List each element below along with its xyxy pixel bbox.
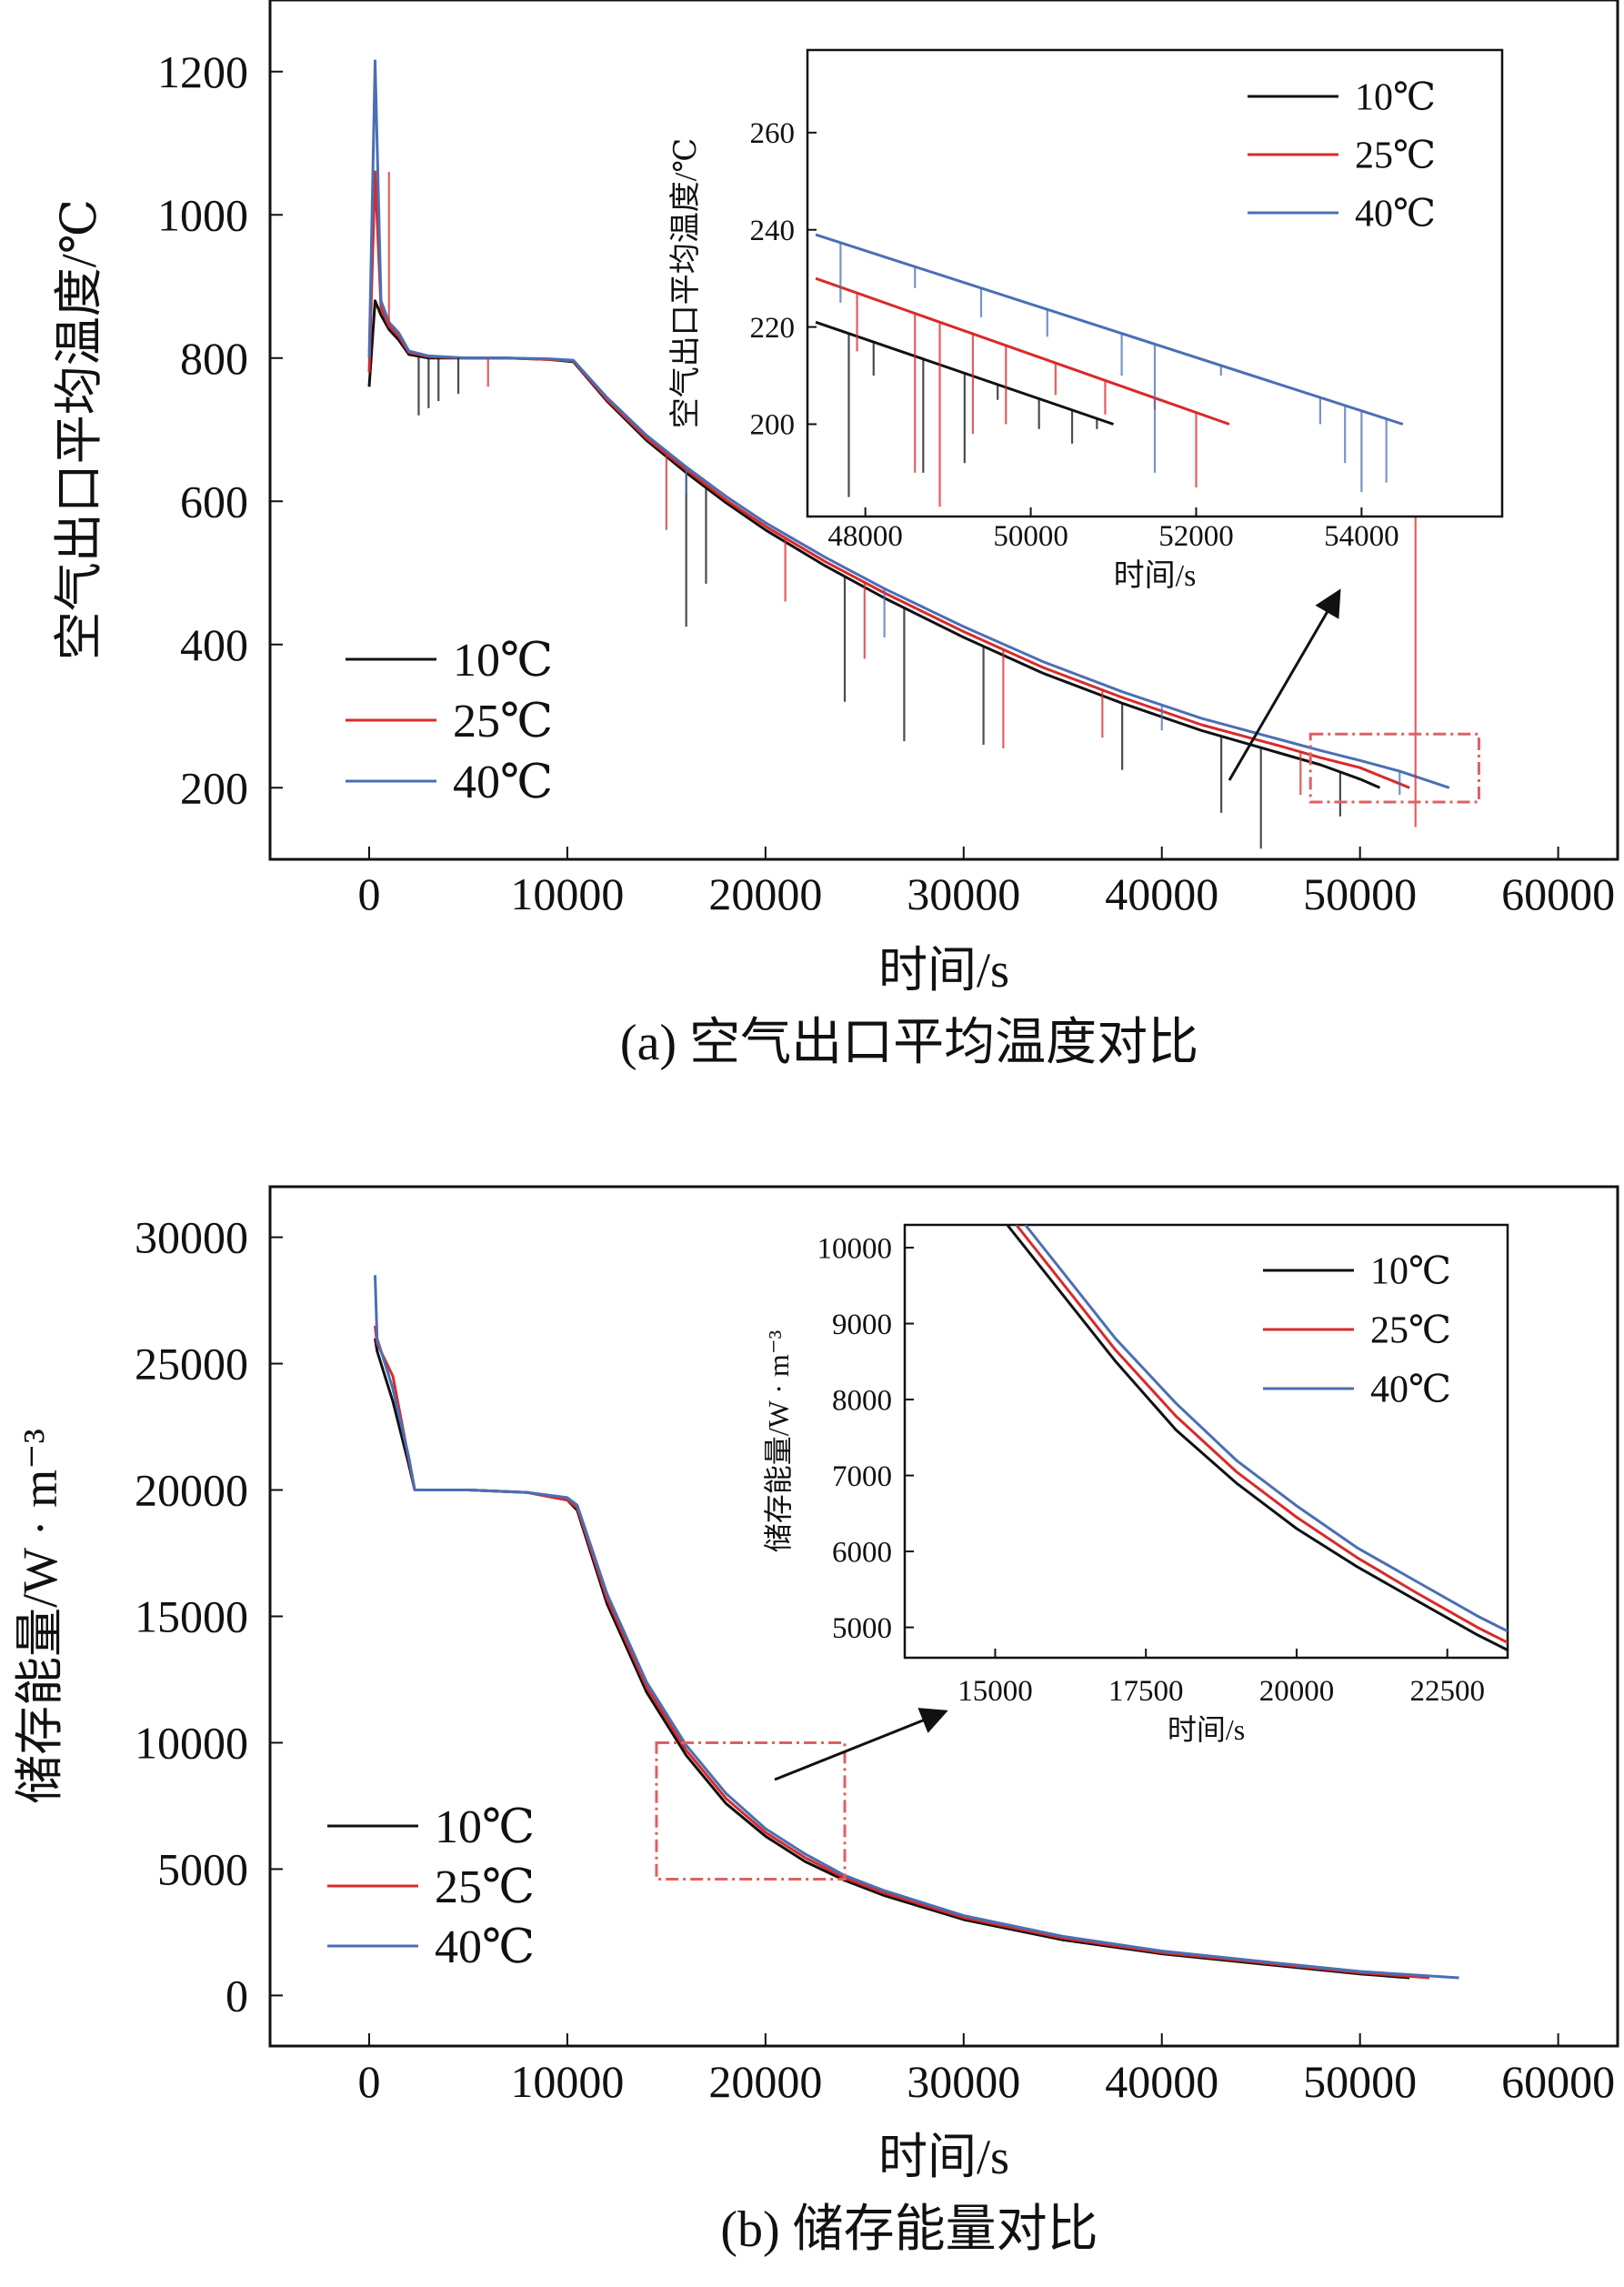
- b-x-tick-label: 30000: [907, 2056, 1020, 2107]
- b-inset-plot-frame: [903, 1223, 1509, 1660]
- b-inset-series-layer: [1006, 1225, 1508, 1651]
- b-x-tick-label: 60000: [1501, 2056, 1615, 2107]
- a-x-axis-title: 时间/s: [878, 943, 1009, 998]
- b-legend-label: 40℃: [435, 1921, 535, 1973]
- a-x-tick-label: 40000: [1105, 868, 1218, 919]
- b-y-tick-label: 0: [226, 1970, 248, 2021]
- b-x-tick-label: 0: [357, 2056, 380, 2107]
- b-y-tick-label: 20000: [135, 1465, 248, 1516]
- b-y-tick-label: 30000: [135, 1212, 248, 1263]
- a-inset-series-layer: [815, 233, 1404, 507]
- panel-b: 0 10000 20000 30000 40000 50000 60000 0 5000 1000…: [13, 1185, 1619, 2258]
- a-legend-label: 40℃: [453, 757, 553, 808]
- a-legend-label: 25℃: [453, 696, 553, 747]
- b-inset-y-axis-title: 储存能量/W · m⁻³: [762, 1330, 795, 1553]
- a-inset-plot-frame: [806, 48, 1504, 518]
- b-inset-y-tick-label: 10000: [817, 1232, 893, 1265]
- b-x-axis-title: 时间/s: [878, 2130, 1009, 2184]
- b-inset-x-tick-label: 17500: [1108, 1675, 1184, 1708]
- b-y-tick-label: 15000: [135, 1591, 248, 1642]
- a-x-tick-label: 10000: [510, 868, 624, 919]
- a-x-tick-label: 20000: [708, 868, 822, 919]
- b-legend-label: 25℃: [435, 1861, 535, 1913]
- a-legend-label: 10℃: [453, 635, 553, 687]
- a-plot-frame: [268, 0, 1619, 861]
- a-inset-x-tick-label: 50000: [993, 520, 1068, 553]
- b-zoom-box: [655, 1740, 847, 1881]
- b-inset-legend-label: 25℃: [1370, 1310, 1451, 1352]
- b-x-tick-label: 50000: [1303, 2056, 1417, 2107]
- a-y-axis-title: 空气出口平均温度/℃: [52, 199, 106, 660]
- a-inset-y-tick-label: 240: [750, 215, 796, 247]
- b-y-tick-label: 5000: [157, 1843, 248, 1894]
- a-series-line: [367, 170, 1410, 789]
- b-inset-y-tick-label: 8000: [832, 1384, 892, 1417]
- a-x-tick-label: 0: [357, 868, 380, 919]
- a-inset-series-line: [815, 276, 1230, 426]
- a-y-tick-label: 200: [180, 762, 248, 813]
- b-inset-y-tick-label: 6000: [832, 1536, 892, 1569]
- a-inset-y-tick-label: 220: [750, 312, 796, 345]
- a-inset-legend-label: 25℃: [1355, 135, 1436, 177]
- a-zoom-box: [1308, 732, 1480, 804]
- a-y-tick-label: 800: [180, 333, 248, 384]
- b-y-tick-label: 25000: [135, 1339, 248, 1389]
- a-inset-y-axis-title: 空气出口平均温度/℃: [668, 138, 703, 428]
- b-inset-y-tick-label: 7000: [832, 1460, 892, 1493]
- a-inset-x-tick-label: 52000: [1158, 520, 1234, 553]
- a-zoom-arrow: [1228, 588, 1341, 781]
- panel-a: 0 10000 20000 30000 40000 50000 60000 200 400 600…: [52, 0, 1619, 1071]
- b-x-tick-label: 10000: [510, 2056, 624, 2107]
- a-inset-x-tick-label: 54000: [1324, 520, 1399, 553]
- b-inset-x-tick-label: 20000: [1259, 1675, 1335, 1708]
- b-inset-x-axis-title: 时间/s: [1168, 1713, 1245, 1746]
- a-inset-y-tick-label: 200: [750, 409, 796, 442]
- b-y-tick-label: 10000: [135, 1717, 248, 1768]
- a-x-tick-label: 30000: [907, 868, 1020, 919]
- b-inset-bg: [905, 1225, 1508, 1658]
- a-y-tick-label: 400: [180, 619, 248, 670]
- b-x-tick-label: 20000: [708, 2056, 822, 2107]
- b-series-line: [374, 1275, 1459, 1980]
- a-y-tick-label: 1000: [157, 189, 248, 240]
- b-legend-label: 10℃: [435, 1801, 535, 1853]
- b-y-axis-title: 储存能量/W · m⁻³: [13, 1429, 67, 1804]
- a-inset-legend-label: 40℃: [1355, 194, 1436, 236]
- a-x-tick-label: 60000: [1501, 868, 1615, 919]
- b-inset-legend-label: 40℃: [1370, 1369, 1451, 1411]
- a-inset-x-axis-title: 时间/s: [1114, 559, 1197, 593]
- b-inset-y-tick-label: 5000: [832, 1612, 892, 1645]
- b-inset-y-tick-label: 9000: [832, 1309, 892, 1341]
- b-inset-legend-label: 10℃: [1370, 1251, 1451, 1293]
- b-inset-series-line: [1024, 1225, 1508, 1633]
- b-zoom-arrow: [774, 1708, 948, 1781]
- b-inset-series-line: [1015, 1225, 1508, 1644]
- a-inset-y-tick-label: 260: [750, 117, 796, 150]
- b-x-tick-label: 40000: [1105, 2056, 1218, 2107]
- a-inset-x-tick-label: 48000: [827, 520, 903, 553]
- a-inset-series-line: [815, 233, 1404, 426]
- b-inset-x-tick-label: 15000: [957, 1675, 1033, 1708]
- a-y-tick-label: 600: [180, 476, 248, 527]
- a-y-tick-label: 1200: [157, 46, 248, 97]
- b-inset-series-line: [1006, 1225, 1508, 1651]
- b-caption: (b) 储存能量对比: [720, 2202, 1098, 2258]
- a-inset-legend-label: 10℃: [1355, 77, 1436, 119]
- b-series-layer: [374, 1275, 1459, 1980]
- a-caption: (a) 空气出口平均温度对比: [620, 1015, 1198, 1071]
- a-series-layer: [367, 59, 1450, 849]
- b-inset-x-tick-label: 22500: [1409, 1675, 1485, 1708]
- a-x-tick-label: 50000: [1303, 868, 1417, 919]
